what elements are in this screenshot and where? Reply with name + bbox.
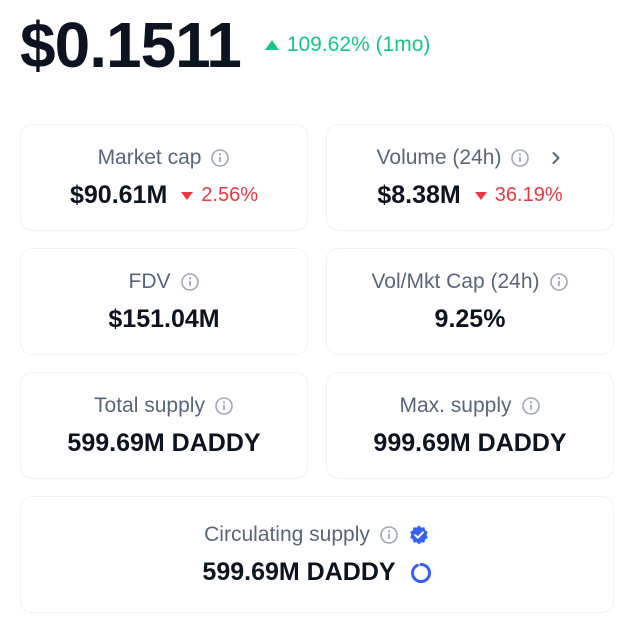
fdv-label-row: FDV <box>129 268 200 296</box>
max-supply-card: Max. supply 999.69M DADDY <box>326 372 614 479</box>
price-change: 109.62% (1mo) <box>264 33 431 57</box>
vol-mkt-cap-label: Vol/Mkt Cap (24h) <box>371 269 540 293</box>
triangle-down-icon <box>474 191 487 200</box>
price-change-value: 109.62% (1mo) <box>286 33 431 56</box>
market-cap-label: Market cap <box>97 145 202 169</box>
volume-24h-value-row: $8.38M 36.19% <box>377 180 562 212</box>
fdv-value: $151.04M <box>108 305 220 333</box>
chevron-right-icon[interactable] <box>549 151 563 165</box>
price-header: $0.1511 109.62% (1mo) <box>20 6 430 84</box>
info-icon[interactable] <box>214 396 234 416</box>
supply-progress-ring-icon <box>410 562 431 583</box>
market-cap-change: 2.56% <box>181 184 258 207</box>
circulating-supply-label-row: Circulating supply <box>204 521 430 549</box>
volume-24h-change-value: 36.19% <box>494 184 563 206</box>
market-cap-value-row: $90.61M 2.56% <box>70 180 258 212</box>
info-icon[interactable] <box>180 272 200 292</box>
vol-mkt-cap-value: 9.25% <box>434 305 506 333</box>
verified-check-icon[interactable] <box>408 524 430 546</box>
max-supply-label-row: Max. supply <box>399 392 540 420</box>
info-icon[interactable] <box>379 525 399 545</box>
volume-24h-label-row: Volume (24h) <box>377 144 564 172</box>
info-icon[interactable] <box>549 272 569 292</box>
market-cap-card: Market cap $90.61M 2.56% <box>20 124 308 231</box>
circulating-supply-value-row: 599.69M DADDY <box>202 557 431 589</box>
circulating-supply-value: 599.69M DADDY <box>202 558 396 586</box>
total-supply-label: Total supply <box>94 393 205 417</box>
max-supply-value: 999.69M DADDY <box>373 429 567 457</box>
volume-24h-card[interactable]: Volume (24h) $8.38M 36.19% <box>326 124 614 231</box>
total-supply-card: Total supply 599.69M DADDY <box>20 372 308 479</box>
info-icon[interactable] <box>510 148 530 168</box>
vol-mkt-cap-value-row: 9.25% <box>435 304 506 336</box>
market-cap-value: $90.61M <box>69 181 168 209</box>
fdv-card: FDV $151.04M <box>20 248 308 355</box>
info-icon[interactable] <box>210 148 230 168</box>
fdv-value-row: $151.04M <box>108 304 219 336</box>
fdv-label: FDV <box>128 269 171 293</box>
market-cap-change-value: 2.56% <box>201 184 258 206</box>
circulating-supply-label: Circulating supply <box>204 522 370 546</box>
volume-24h-change: 36.19% <box>474 184 563 207</box>
vol-mkt-cap-label-row: Vol/Mkt Cap (24h) <box>371 268 568 296</box>
vol-mkt-cap-card: Vol/Mkt Cap (24h) 9.25% <box>326 248 614 355</box>
price-value: $0.1511 <box>20 9 242 81</box>
triangle-down-icon <box>181 191 194 200</box>
max-supply-value-row: 999.69M DADDY <box>373 428 566 460</box>
total-supply-label-row: Total supply <box>94 392 234 420</box>
volume-24h-value: $8.38M <box>377 181 461 209</box>
total-supply-value-row: 599.69M DADDY <box>67 428 260 460</box>
info-icon[interactable] <box>521 396 541 416</box>
total-supply-value: 599.69M DADDY <box>67 429 261 457</box>
triangle-up-icon <box>264 40 279 50</box>
volume-24h-label: Volume (24h) <box>376 145 502 169</box>
circulating-supply-card: Circulating supply 599.69M DADDY <box>20 496 614 613</box>
max-supply-label: Max. supply <box>399 393 512 417</box>
market-cap-label-row: Market cap <box>98 144 231 172</box>
